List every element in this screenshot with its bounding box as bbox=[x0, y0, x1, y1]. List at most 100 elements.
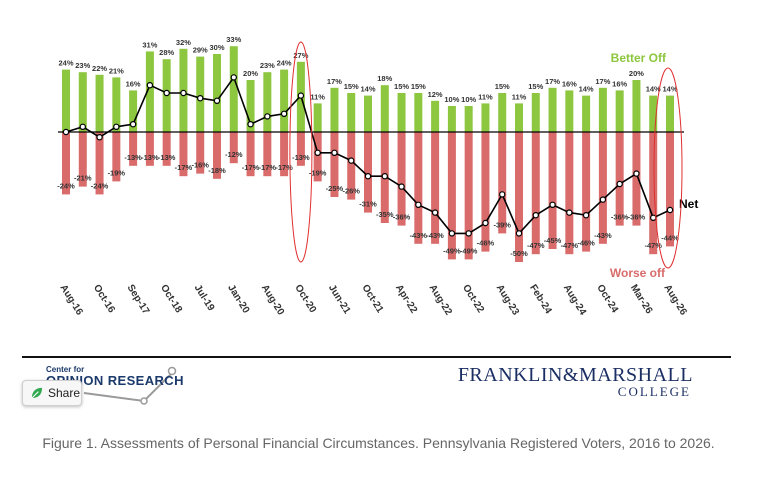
worse-off-data-label: -43% bbox=[426, 231, 444, 240]
worse-off-data-label: -50% bbox=[510, 249, 528, 258]
worse-off-bar bbox=[632, 132, 641, 226]
worse-off-data-label: -31% bbox=[359, 200, 377, 209]
legend-net: Net bbox=[679, 197, 698, 211]
worse-off-data-label: -16% bbox=[191, 161, 209, 170]
worse-off-bar bbox=[515, 132, 523, 262]
better-off-data-label: 17% bbox=[545, 77, 560, 86]
x-tick-label: Oct-22 bbox=[460, 283, 486, 316]
better-off-bar bbox=[498, 93, 507, 132]
net-point bbox=[431, 209, 439, 216]
worse-off-bar bbox=[280, 132, 289, 177]
better-off-data-label: 14% bbox=[662, 85, 677, 94]
worse-off-bar bbox=[347, 132, 356, 200]
worse-off-bar bbox=[313, 132, 322, 182]
net-point bbox=[633, 170, 640, 177]
x-tick-label: Feb-24 bbox=[527, 283, 554, 317]
share-button-label: Share bbox=[48, 386, 81, 400]
better-off-data-label: 24% bbox=[277, 59, 292, 68]
worse-off-bar bbox=[464, 132, 473, 260]
worse-off-data-label: -46% bbox=[477, 239, 495, 248]
net-point bbox=[599, 196, 607, 203]
net-point bbox=[482, 219, 489, 227]
better-off-bar bbox=[632, 80, 641, 132]
worse-off-bar bbox=[179, 132, 188, 177]
better-off-data-label: 15% bbox=[411, 82, 426, 91]
net-point bbox=[398, 183, 405, 190]
worse-off-bar bbox=[531, 132, 540, 255]
net-point bbox=[129, 120, 137, 128]
better-off-data-label: 15% bbox=[394, 82, 409, 91]
better-off-bar bbox=[246, 80, 255, 132]
net-point bbox=[146, 81, 154, 89]
worse-off-data-label: -17% bbox=[275, 163, 293, 172]
better-off-bar bbox=[598, 87, 607, 132]
net-point bbox=[230, 74, 237, 81]
highlight-ellipse bbox=[289, 41, 313, 263]
better-off-data-label: 11% bbox=[310, 92, 325, 101]
better-off-data-label: 10% bbox=[461, 95, 476, 104]
net-point bbox=[582, 211, 590, 219]
worse-off-bar bbox=[666, 132, 674, 247]
net-point bbox=[331, 149, 338, 156]
worse-off-data-label: -24% bbox=[57, 181, 75, 190]
net-point bbox=[62, 128, 70, 136]
x-tick-label: Aug-20 bbox=[259, 283, 287, 318]
better-off-data-label: 20% bbox=[629, 69, 644, 78]
worse-off-data-label: -43% bbox=[594, 231, 612, 240]
share-button[interactable]: Share bbox=[22, 380, 82, 406]
worse-off-bar bbox=[481, 132, 490, 252]
better-off-data-label: 14% bbox=[579, 85, 594, 94]
better-off-data-label: 10% bbox=[444, 95, 459, 104]
worse-off-bar bbox=[213, 132, 221, 179]
logo-swoosh-icon bbox=[83, 366, 177, 405]
worse-off-data-label: -19% bbox=[108, 168, 126, 177]
worse-off-data-label: -13% bbox=[141, 153, 159, 162]
better-off-data-label: 24% bbox=[58, 59, 73, 68]
better-off-data-label: 11% bbox=[512, 92, 527, 101]
worse-off-bar bbox=[263, 132, 272, 177]
better-off-data-label: 16% bbox=[562, 79, 577, 88]
worse-off-bar bbox=[330, 132, 339, 197]
better-off-data-label: 15% bbox=[528, 82, 543, 91]
x-tick-label: Aug-23 bbox=[494, 283, 522, 318]
better-off-bar bbox=[78, 72, 87, 132]
worse-off-bar bbox=[112, 132, 121, 182]
worse-off-bar bbox=[447, 132, 456, 260]
legend-worse-off: Worse off bbox=[610, 266, 666, 280]
net-point bbox=[364, 172, 372, 180]
net-point bbox=[264, 113, 271, 120]
net-point bbox=[515, 230, 523, 237]
better-off-data-label: 21% bbox=[109, 66, 124, 75]
better-off-bar bbox=[313, 103, 322, 132]
net-point bbox=[532, 211, 539, 219]
x-tick-label: Oct-18 bbox=[158, 283, 184, 316]
worse-off-data-label: -17% bbox=[242, 163, 260, 172]
net-point bbox=[650, 214, 657, 221]
better-off-data-label: 22% bbox=[92, 64, 107, 73]
better-off-bar bbox=[649, 95, 658, 132]
better-off-data-label: 14% bbox=[646, 85, 661, 94]
x-tick-label: Jun-21 bbox=[326, 283, 353, 317]
better-off-data-label: 29% bbox=[193, 46, 208, 55]
better-off-bar bbox=[548, 87, 557, 132]
net-point bbox=[96, 133, 103, 141]
x-tick-label: Jul-19 bbox=[192, 283, 217, 314]
net-point bbox=[163, 89, 170, 97]
better-off-bar bbox=[397, 93, 406, 132]
footer-divider bbox=[22, 356, 731, 358]
net-point bbox=[197, 94, 204, 102]
net-point bbox=[549, 201, 556, 208]
better-off-data-label: 27% bbox=[293, 51, 308, 60]
worse-off-data-label: -19% bbox=[309, 168, 327, 177]
worse-off-bar bbox=[95, 132, 104, 195]
logo-college-text: COLLEGE bbox=[617, 384, 691, 399]
better-off-bar bbox=[615, 90, 624, 132]
worse-off-data-label: -24% bbox=[91, 181, 109, 190]
worse-off-data-label: -13% bbox=[292, 153, 310, 162]
worse-off-data-label: -17% bbox=[175, 163, 193, 172]
logo-franklin-marshall-text: FRANKLIN&MARSHALL bbox=[457, 364, 693, 386]
worse-off-bar bbox=[145, 132, 154, 166]
worse-off-data-label: -35% bbox=[376, 210, 394, 219]
better-off-data-label: 17% bbox=[595, 77, 610, 86]
better-off-data-label: 16% bbox=[612, 79, 627, 88]
